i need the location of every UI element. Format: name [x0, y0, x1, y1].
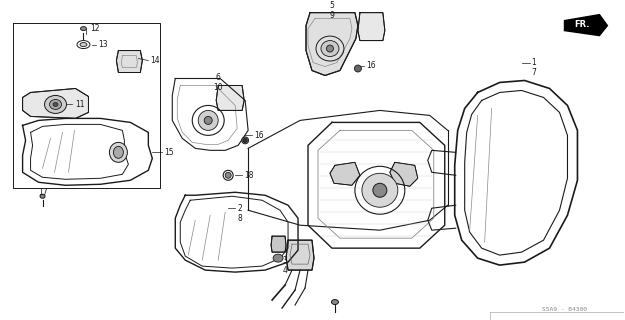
Ellipse shape — [326, 45, 334, 52]
Ellipse shape — [273, 254, 283, 262]
Ellipse shape — [80, 43, 87, 46]
Polygon shape — [358, 12, 385, 41]
Ellipse shape — [354, 65, 361, 72]
Ellipse shape — [321, 41, 339, 57]
Text: 14: 14 — [151, 56, 160, 65]
Polygon shape — [564, 15, 608, 36]
Text: 18: 18 — [244, 171, 254, 180]
Text: 13: 13 — [98, 40, 108, 49]
Polygon shape — [216, 85, 244, 110]
Ellipse shape — [53, 102, 58, 107]
Text: S5A9 - B4300: S5A9 - B4300 — [542, 307, 587, 312]
Ellipse shape — [331, 300, 339, 305]
Polygon shape — [390, 162, 418, 186]
Ellipse shape — [198, 110, 218, 130]
Text: 9: 9 — [329, 11, 334, 20]
Text: 12: 12 — [91, 24, 100, 33]
Text: 4: 4 — [282, 266, 288, 275]
Ellipse shape — [113, 146, 123, 158]
Polygon shape — [330, 162, 360, 185]
Polygon shape — [271, 236, 286, 252]
Ellipse shape — [204, 116, 212, 124]
Ellipse shape — [44, 95, 66, 113]
Ellipse shape — [81, 27, 86, 31]
Text: 8: 8 — [237, 214, 242, 223]
Text: 1: 1 — [531, 58, 536, 67]
Text: 2: 2 — [237, 204, 242, 213]
Text: 6: 6 — [216, 73, 221, 82]
Ellipse shape — [362, 173, 398, 207]
Text: 17: 17 — [38, 188, 48, 197]
Text: 16: 16 — [366, 61, 376, 70]
Ellipse shape — [49, 100, 61, 109]
Text: FR.: FR. — [574, 20, 590, 29]
Text: 16: 16 — [254, 131, 264, 140]
Text: 11: 11 — [76, 100, 85, 109]
Text: 7: 7 — [531, 68, 536, 77]
Ellipse shape — [225, 172, 231, 178]
Text: 5: 5 — [329, 1, 334, 10]
Polygon shape — [116, 51, 142, 73]
Ellipse shape — [109, 142, 128, 162]
Text: 10: 10 — [213, 83, 223, 92]
Polygon shape — [22, 88, 89, 118]
Ellipse shape — [243, 138, 247, 142]
Ellipse shape — [373, 183, 387, 197]
Polygon shape — [306, 12, 358, 76]
Ellipse shape — [242, 137, 249, 144]
Text: 3: 3 — [282, 256, 288, 265]
Text: 15: 15 — [164, 148, 174, 157]
Polygon shape — [286, 240, 314, 270]
Ellipse shape — [40, 194, 45, 198]
